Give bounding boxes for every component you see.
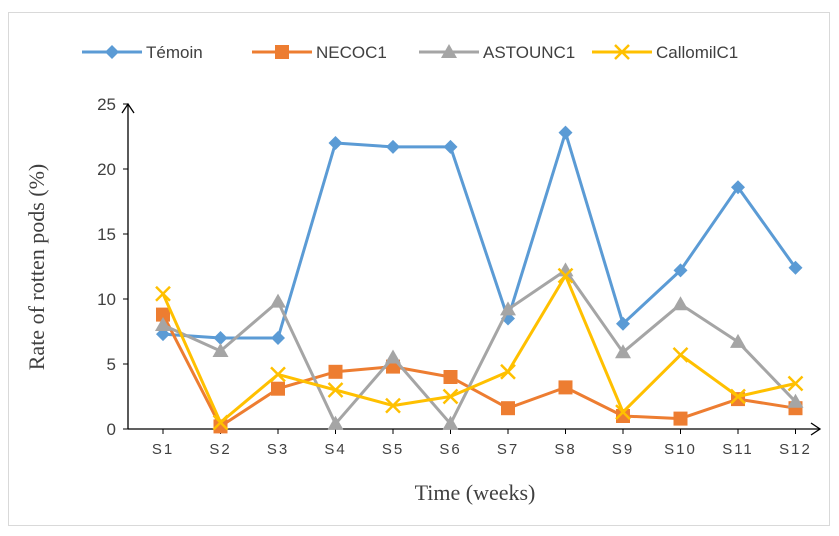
data-point [214,331,228,345]
legend-item-necoc1: NECOC1 [252,43,387,62]
series-layer [155,126,804,434]
data-point [673,296,689,310]
x-tick-label: S1 [152,441,174,458]
data-point [271,331,285,345]
y-tick-label: 20 [97,160,116,179]
series-line [163,133,796,338]
legend-item-callomilc1: CallomilC1 [592,43,738,62]
x-tick-label: S5 [382,441,404,458]
legend-item-temoin: Témoin [82,43,203,62]
x-tick-label: S12 [779,441,812,458]
data-point [501,401,515,415]
legend-marker [105,45,119,59]
y-tick-label: 10 [97,290,116,309]
y-axis-title: Rate of rotten pods (%) [24,164,49,371]
y-tick-label: 15 [97,225,116,244]
x-tick-label: S10 [664,441,697,458]
x-axis-title: Time (weeks) [415,480,536,505]
data-point [271,382,285,396]
legend-item-astounc1: ASTOUNC1 [419,43,575,62]
data-point [385,350,401,364]
x-tick-label: S9 [612,441,634,458]
x-tick-label: S11 [722,441,754,458]
x-tick-label: S6 [439,441,461,458]
data-point [329,365,343,379]
data-point [444,140,458,154]
legend: Témoin NECOC1 ASTOUNC1 CallomilC1 [82,43,738,62]
y-tick-label: 25 [97,95,116,114]
legend-label: CallomilC1 [656,43,738,62]
data-point [559,380,573,394]
data-point [156,287,170,301]
data-point [270,294,286,308]
data-point [674,412,688,426]
legend-marker [275,45,289,59]
data-point [444,370,458,384]
legend-label: ASTOUNC1 [483,43,575,62]
data-point [329,136,343,150]
x-tick-label: S3 [267,441,289,458]
data-point [501,365,515,379]
y-tick-label: 5 [107,355,116,374]
x-tick-label: S7 [497,441,519,458]
series-necoc1 [156,308,803,434]
x-tick-label: S2 [209,441,231,458]
x-tick-label: S8 [554,441,576,458]
legend-label: Témoin [146,43,203,62]
x-tick-label: S4 [324,441,346,458]
data-point [674,348,688,362]
data-point [386,140,400,154]
series-temoin [156,126,803,345]
data-point [730,334,746,348]
y-tick-label: 0 [107,420,116,439]
data-point [559,126,573,140]
axes: 0 5 10 15 20 25 S1 S2 S3 S4 S5 S6 S7 S8 S9 S10 S11 S12 [97,95,820,458]
legend-label: NECOC1 [316,43,387,62]
